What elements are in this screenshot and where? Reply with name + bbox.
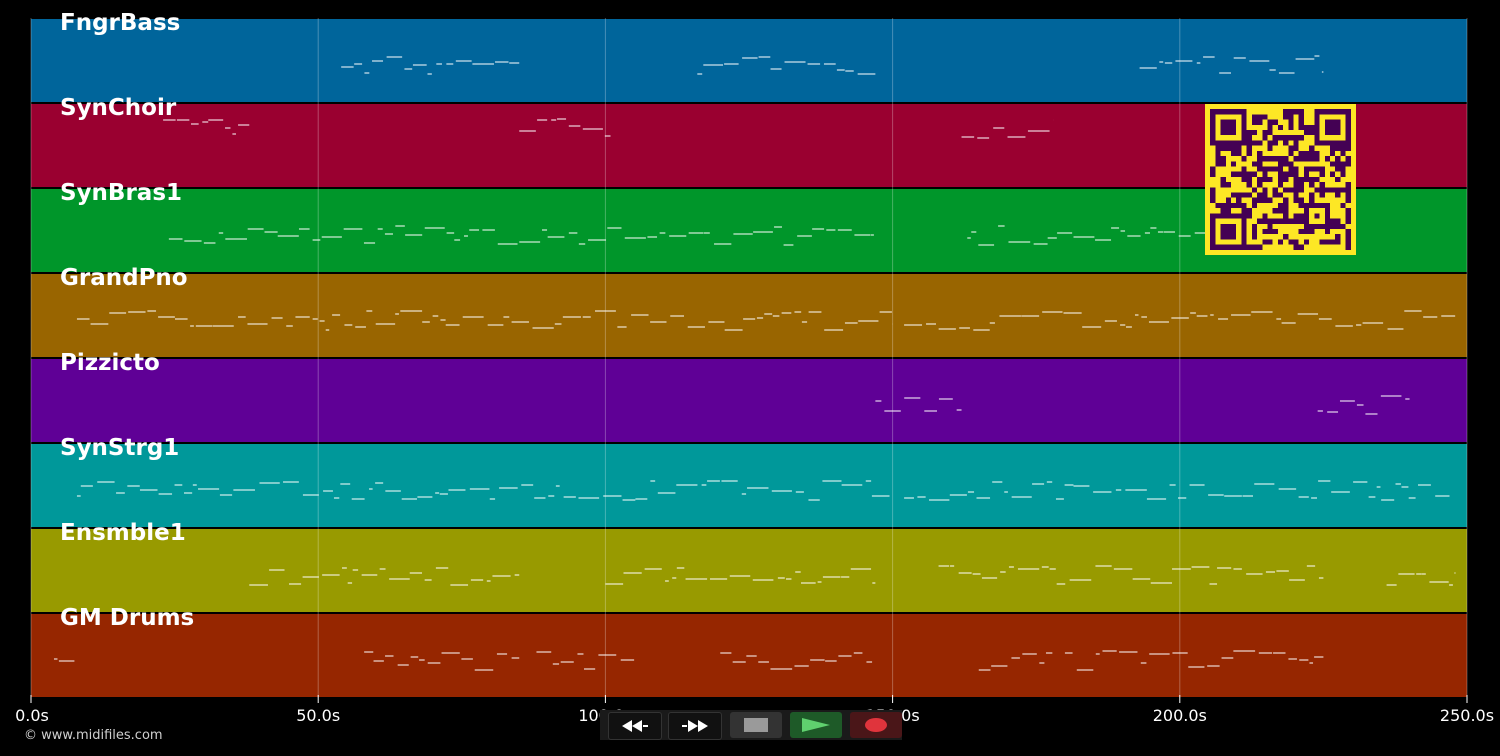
track-label: GM Drums: [60, 605, 195, 631]
fast-forward-icon: [682, 720, 708, 732]
transport-controls: [600, 710, 902, 740]
rewind-button[interactable]: [608, 712, 662, 740]
time-tick-label: 50.0s: [296, 706, 341, 725]
track-label: SynChoir: [60, 95, 177, 121]
qr-code: [1205, 104, 1356, 255]
rewind-icon: [622, 720, 648, 732]
track-lane[interactable]: [31, 529, 1467, 612]
track-lane[interactable]: [31, 274, 1467, 357]
track-label: SynStrg1: [60, 435, 180, 461]
track-lane[interactable]: [31, 444, 1467, 527]
track-label: SynBras1: [60, 180, 183, 206]
record-icon: [865, 718, 887, 732]
track-label: Ensmble1: [60, 520, 186, 546]
record-button[interactable]: [850, 712, 902, 738]
track-label: Pizzicto: [60, 350, 160, 376]
time-tick-label: 200.0s: [1152, 706, 1207, 725]
play-button[interactable]: [790, 712, 842, 738]
time-tick-label: 250.0s: [1439, 706, 1495, 725]
track-label: GrandPno: [60, 265, 188, 291]
track-label: FngrBass: [60, 10, 181, 36]
track-lane[interactable]: [31, 19, 1467, 102]
play-icon: [802, 718, 830, 732]
stop-button[interactable]: [730, 712, 782, 738]
track-lane[interactable]: [31, 359, 1467, 442]
fast-forward-button[interactable]: [668, 712, 722, 740]
stop-icon: [744, 718, 768, 732]
copyright-text: © www.midifiles.com: [24, 728, 163, 743]
time-tick-label: 0.0s: [15, 706, 49, 725]
